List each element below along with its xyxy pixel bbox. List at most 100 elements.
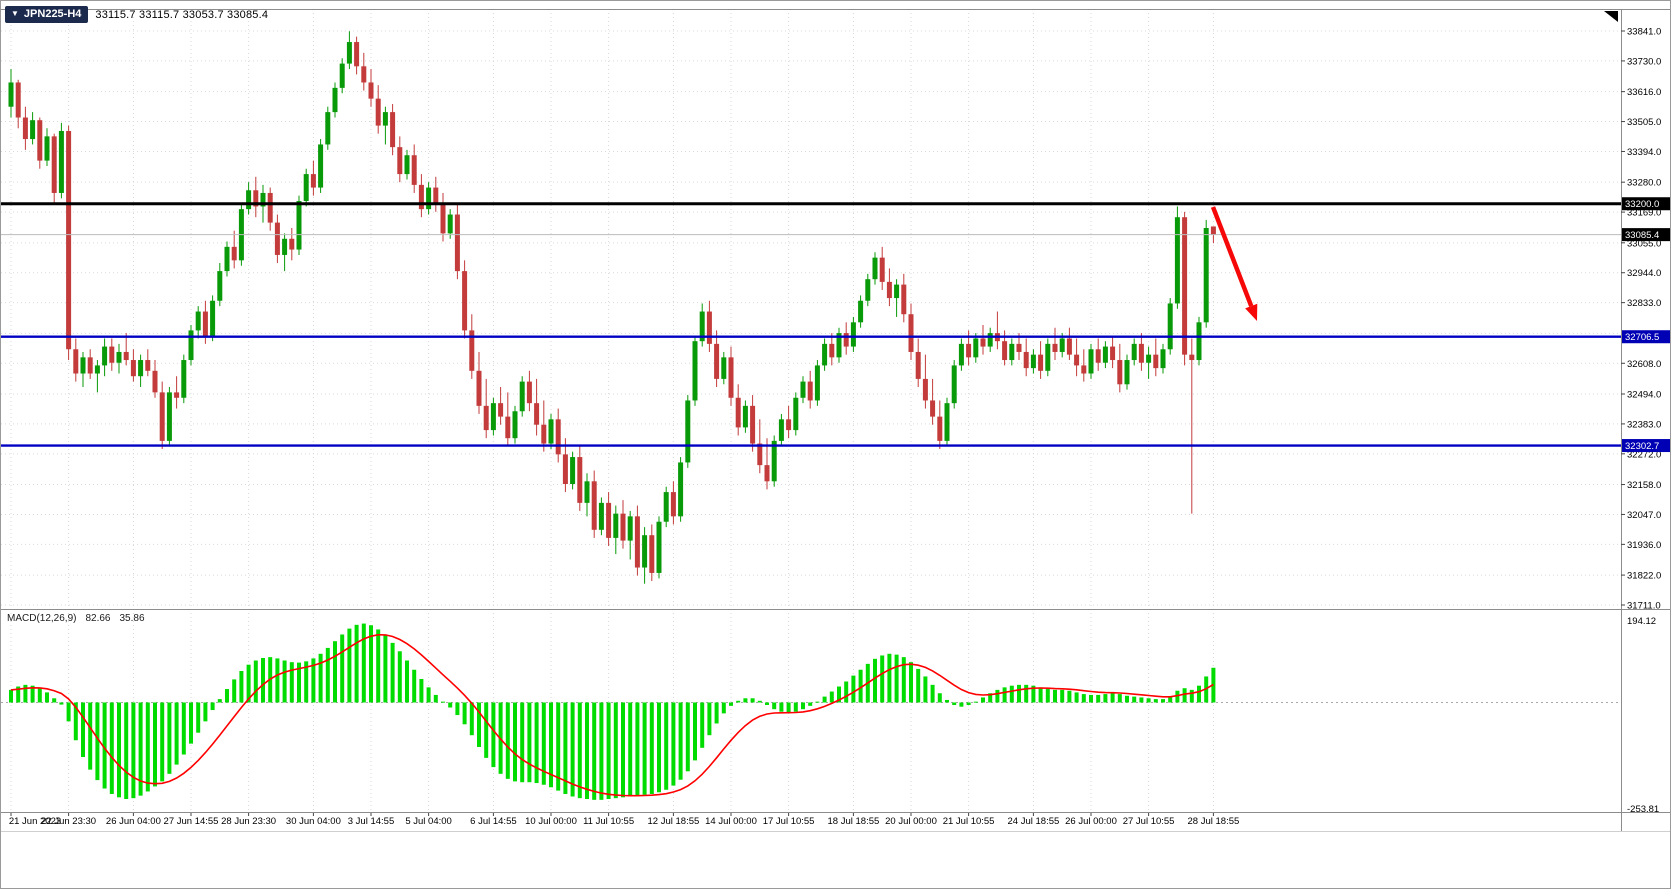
candle-body [915,351,921,379]
time-axis-label: 11 Jul 10:55 [583,816,634,827]
macd-bar [181,702,186,755]
candle-body [1016,343,1022,352]
candle [1160,343,1166,374]
candle [1030,349,1036,374]
macd-bar [952,702,957,705]
candle [15,79,21,129]
candle [663,486,669,528]
macd-bar [671,702,676,786]
macd-bar [189,702,193,744]
candle [411,144,417,193]
candle-body [490,403,496,431]
candle [987,327,993,352]
macd-bar [369,625,373,703]
macd-bar [426,687,431,703]
candle [325,106,331,150]
candle-body [354,42,360,67]
macd-bar [930,684,935,703]
price-axis-label: 31936.0 [1627,540,1661,551]
candle-body [339,63,345,88]
macd-bar [433,694,438,703]
macd-bar [829,691,834,703]
candle [210,295,216,342]
candle [915,338,921,387]
symbol-selector[interactable]: ▼ JPN225-H4 [5,6,89,23]
macd-bar [1161,699,1165,703]
sell-arrow-annotation[interactable] [1210,206,1258,321]
time-axis-label: 5 Jul 04:00 [405,816,451,827]
candle-body [397,147,403,175]
macd-bar [880,655,885,703]
arrow-shaft [1210,206,1254,307]
candle-body [1088,349,1094,374]
macd-bar [491,702,496,768]
price-axis[interactable]: 33841.0 33730.0 33616.0 33505.0 33394.0 33280… [1621,27,1661,612]
candle-body [303,174,309,202]
macd-bar [225,689,229,703]
macd-bar [642,702,647,795]
candle-body [1167,303,1173,350]
macd-bar [901,657,906,703]
macd-bar [9,689,13,703]
candle-body [224,246,230,272]
time-axis-label: 22 Jun 23:30 [41,816,96,827]
macd-bar [318,653,323,703]
candle-body [1131,343,1137,361]
candle [1038,341,1044,379]
macd-bar [628,702,633,797]
price-axis-label: 32833.0 [1627,298,1661,309]
candle-body [973,338,979,358]
candle [224,241,230,277]
macd-bar [923,676,928,703]
candle [22,106,28,150]
candle-body [541,424,547,444]
candle-body [159,392,165,441]
candle-body [534,403,540,425]
candle [332,82,338,118]
candle-body [930,400,936,417]
macd-bar [534,702,539,784]
candle-body [598,502,604,530]
chart-shift-marker-icon[interactable] [1604,11,1618,22]
candle-body [80,357,86,374]
time-axis-label: 27 Jul 10:55 [1123,816,1175,827]
candle-body [181,360,187,398]
macd-bar [649,702,654,794]
macd-axis[interactable]: 194.12 -253.81 [1627,616,1659,815]
macd-panel [9,623,1216,800]
candle [490,397,496,436]
macd-bar [729,702,733,706]
candle-body [1210,226,1216,235]
price-tag-label: 33200.0 [1625,199,1659,210]
candle [1023,338,1029,377]
candle-body [663,492,669,522]
macd-bar [887,653,892,703]
macd-bar [275,658,280,703]
macd-bar [297,662,301,703]
candle-body [505,416,511,439]
macd-bar [664,702,669,790]
candle-body [966,343,972,358]
candle [1009,338,1015,366]
candle-body [901,284,907,315]
macd-bar [1146,698,1151,703]
macd-bar [469,702,474,736]
candle-body [584,481,590,503]
candle-body [1196,322,1202,361]
candle-body [1124,360,1130,385]
candle-body [721,357,727,379]
macd-axis-max-label: 194.12 [1627,616,1656,627]
candle [591,470,597,538]
macd-bar [937,693,942,703]
candle-body [246,190,252,210]
candle-body [123,351,129,361]
candle-body [498,403,504,417]
candle-body [836,333,842,358]
macd-bar [541,702,546,785]
candle-body [850,322,856,347]
candle-body [1009,343,1015,361]
macd-bar [1002,687,1007,703]
candle-body [1081,365,1087,374]
